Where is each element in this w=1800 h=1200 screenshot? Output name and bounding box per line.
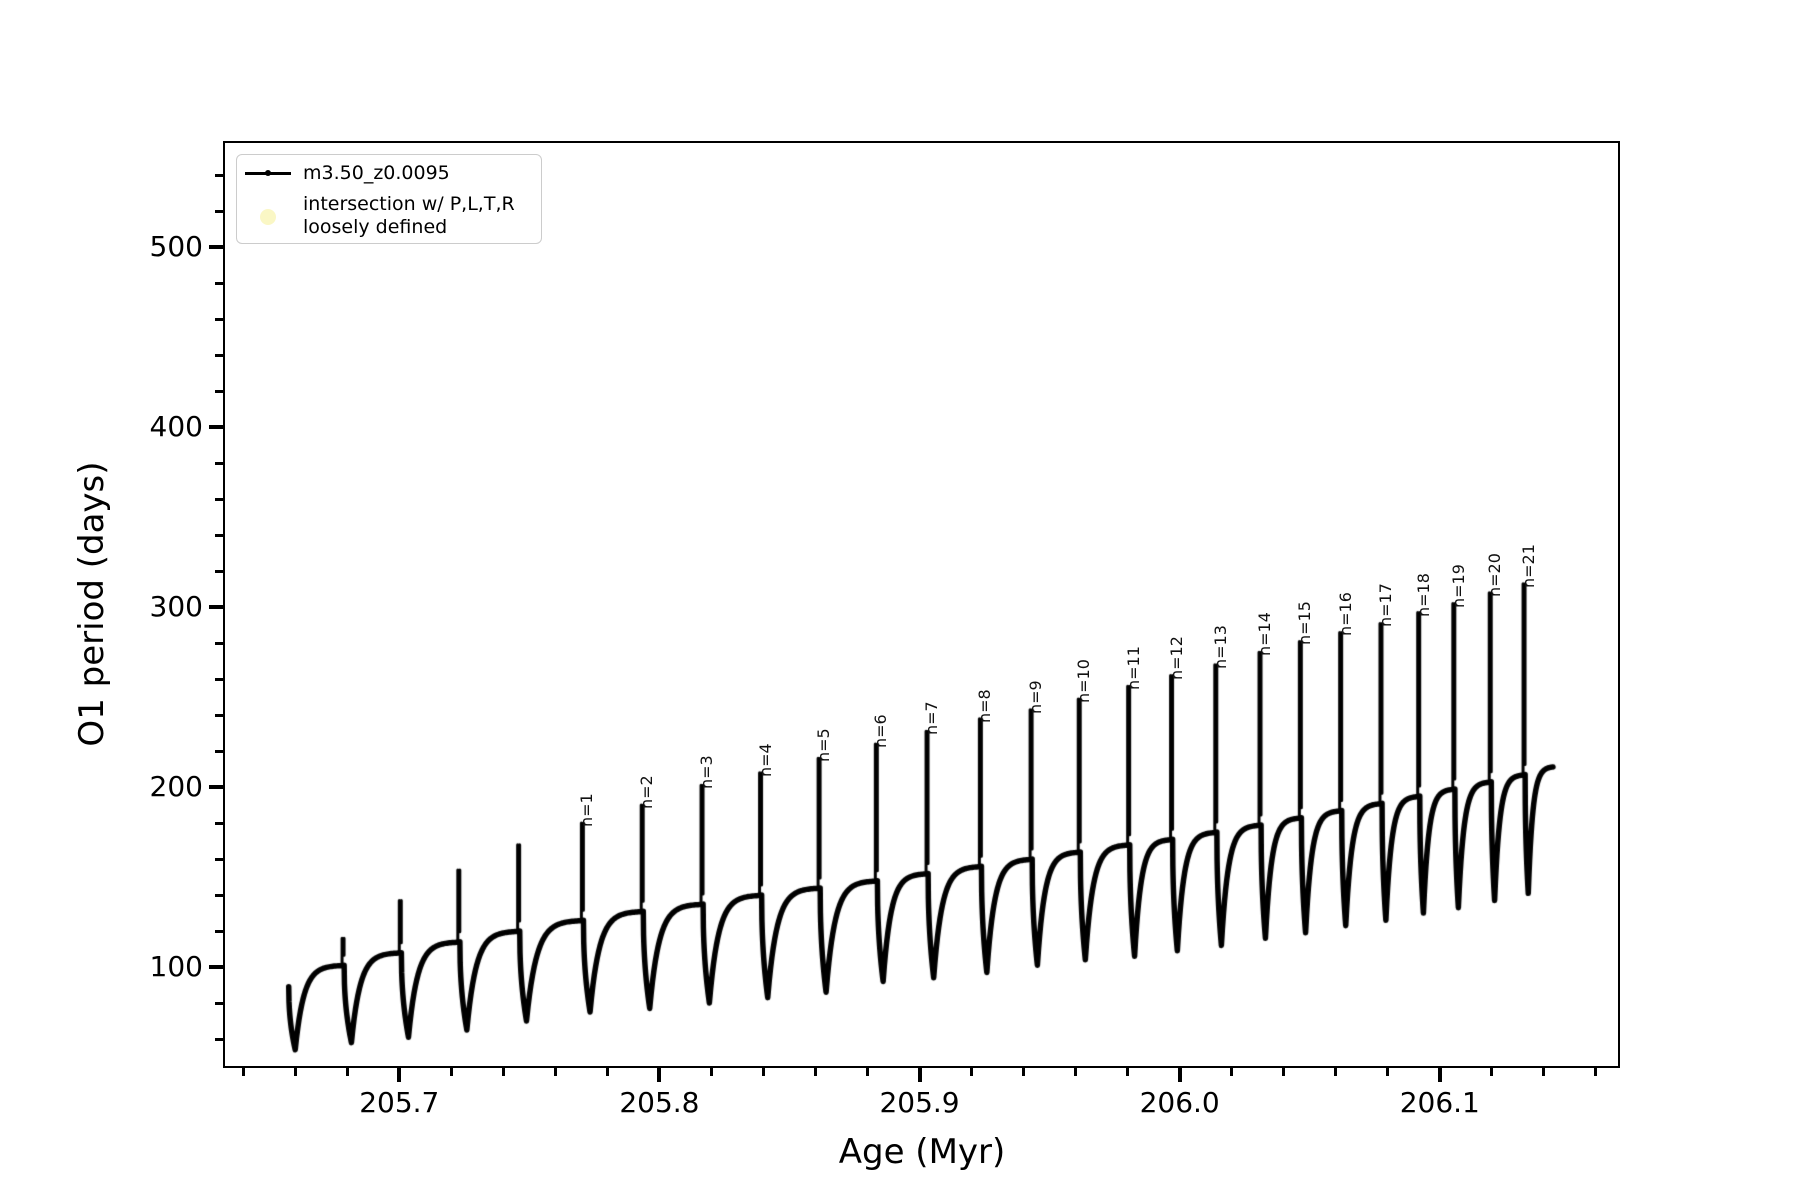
legend-entry-series-label: m3.50_z0.0095 xyxy=(303,162,450,184)
x-minor-tick xyxy=(501,1067,505,1076)
x-tick-label: 206.1 xyxy=(1399,1086,1480,1119)
y-minor-tick xyxy=(215,209,224,213)
y-tick-label: 300 xyxy=(149,590,203,624)
spike-label: n=20 xyxy=(1485,552,1505,597)
y-major-tick xyxy=(209,425,224,430)
y-minor-tick xyxy=(215,353,224,357)
x-minor-tick xyxy=(1542,1067,1546,1076)
spike-label: n=5 xyxy=(814,728,834,763)
x-tick-label: 206.0 xyxy=(1139,1086,1220,1119)
y-minor-tick xyxy=(215,1001,224,1005)
x-tick-label: 205.7 xyxy=(359,1086,440,1119)
spike-label: n=18 xyxy=(1413,572,1433,617)
spike-label: n=16 xyxy=(1335,592,1355,637)
x-tick-label: 205.8 xyxy=(619,1086,700,1119)
spike-label: n=9 xyxy=(1026,680,1046,714)
x-minor-tick xyxy=(1126,1067,1130,1076)
spike-label: n=1 xyxy=(577,793,597,828)
x-major-tick xyxy=(397,1067,402,1082)
y-minor-tick xyxy=(215,389,224,393)
x-minor-tick xyxy=(1334,1067,1338,1076)
x-minor-tick xyxy=(970,1067,974,1076)
x-major-tick xyxy=(1177,1067,1182,1082)
y-major-tick xyxy=(209,965,224,970)
x-minor-tick xyxy=(553,1067,557,1076)
y-minor-tick xyxy=(215,533,224,537)
y-minor-tick xyxy=(215,749,224,753)
y-minor-tick xyxy=(215,893,224,897)
x-minor-tick xyxy=(241,1067,245,1076)
y-minor-tick xyxy=(215,281,224,285)
y-axis-label: O1 period (days) xyxy=(72,461,112,747)
spike-label: n=19 xyxy=(1448,563,1468,608)
x-minor-tick xyxy=(1490,1067,1494,1076)
x-minor-tick xyxy=(1386,1067,1390,1076)
x-minor-tick xyxy=(866,1067,870,1076)
x-major-tick xyxy=(657,1067,662,1082)
x-minor-tick xyxy=(605,1067,609,1076)
x-minor-tick xyxy=(1282,1067,1286,1076)
y-minor-tick xyxy=(215,929,224,933)
spike-label: n=15 xyxy=(1295,601,1315,646)
y-major-tick xyxy=(209,605,224,610)
y-minor-tick xyxy=(215,173,224,177)
y-minor-tick xyxy=(215,461,224,465)
spike-label: n=17 xyxy=(1375,583,1395,628)
y-major-tick xyxy=(209,245,224,250)
spike-label: n=8 xyxy=(975,689,995,723)
spike-label: n=21 xyxy=(1519,543,1539,588)
spike-label: n=14 xyxy=(1255,612,1275,657)
x-minor-tick xyxy=(449,1067,453,1076)
spike-label: n=11 xyxy=(1123,646,1143,691)
y-minor-tick xyxy=(215,857,224,861)
spike-label: n=2 xyxy=(637,775,657,810)
legend-entry-intersection-line2: loosely defined xyxy=(303,216,448,238)
x-minor-tick xyxy=(1594,1067,1598,1076)
spike-label: n=12 xyxy=(1166,635,1186,680)
x-minor-tick xyxy=(345,1067,349,1076)
y-minor-tick xyxy=(215,569,224,573)
x-axis-label: Age (Myr) xyxy=(838,1132,1006,1172)
y-minor-tick xyxy=(215,317,224,321)
x-minor-tick xyxy=(1230,1067,1234,1076)
legend-line-dot-marker xyxy=(265,170,271,176)
y-tick-label: 100 xyxy=(149,950,203,984)
x-minor-tick xyxy=(813,1067,817,1076)
x-major-tick xyxy=(1437,1067,1442,1082)
spike-label: n=3 xyxy=(697,755,717,790)
y-tick-label: 500 xyxy=(149,230,203,264)
x-minor-tick xyxy=(709,1067,713,1076)
spike-label: n=6 xyxy=(871,714,891,748)
plot-area-border xyxy=(223,141,1620,1068)
y-minor-tick xyxy=(215,821,224,825)
spike-label: n=4 xyxy=(755,742,775,777)
spike-label: n=7 xyxy=(922,701,942,736)
legend-circle-marker xyxy=(260,209,276,225)
x-major-tick xyxy=(917,1067,922,1082)
x-minor-tick xyxy=(1022,1067,1026,1076)
legend-entry-intersection-line1: intersection w/ P,L,T,R xyxy=(303,193,515,215)
y-minor-tick xyxy=(215,641,224,645)
spike-label: n=13 xyxy=(1210,624,1230,669)
y-minor-tick xyxy=(215,713,224,717)
y-minor-tick xyxy=(215,1037,224,1041)
y-axis-label-wrap: O1 period (days) xyxy=(67,304,117,904)
y-tick-label: 200 xyxy=(149,770,203,804)
y-minor-tick xyxy=(215,497,224,501)
y-tick-label: 400 xyxy=(149,410,203,444)
x-minor-tick xyxy=(293,1067,297,1076)
x-minor-tick xyxy=(761,1067,765,1076)
y-minor-tick xyxy=(215,677,224,681)
x-minor-tick xyxy=(1074,1067,1078,1076)
y-major-tick xyxy=(209,785,224,790)
spike-label: n=10 xyxy=(1074,659,1094,703)
legend: m3.50_z0.0095 intersection w/ P,L,T,R lo… xyxy=(236,154,542,244)
x-tick-label: 205.9 xyxy=(879,1086,960,1119)
